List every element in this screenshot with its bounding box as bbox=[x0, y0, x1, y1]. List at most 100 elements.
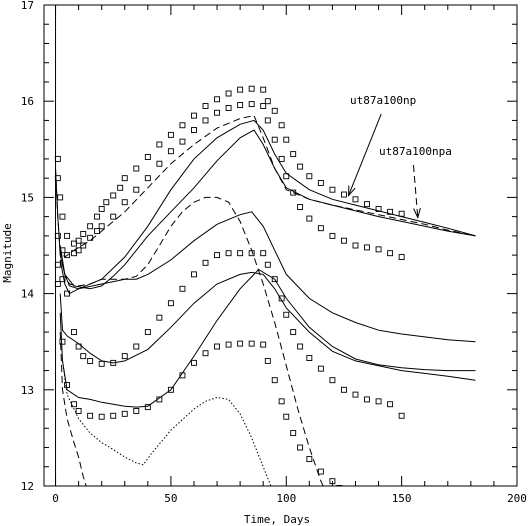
y-tick-label: 13 bbox=[21, 384, 34, 397]
data-point-2 bbox=[179, 138, 186, 145]
data-point-4 bbox=[75, 408, 82, 414]
data-point-3 bbox=[80, 353, 87, 360]
data-point-1 bbox=[375, 205, 382, 212]
data-point-2 bbox=[341, 237, 347, 244]
x-tick-label: 50 bbox=[164, 492, 177, 505]
data-point-1 bbox=[387, 208, 394, 215]
data-point-1 bbox=[64, 232, 71, 239]
data-point-3 bbox=[156, 314, 163, 321]
x-tick-label: 200 bbox=[507, 492, 527, 505]
series-line-6 bbox=[59, 271, 476, 381]
annotation-label-2: ut87a100npa bbox=[379, 145, 452, 158]
data-point-3 bbox=[290, 329, 297, 336]
data-point-1 bbox=[341, 191, 347, 198]
data-point-1 bbox=[306, 173, 313, 180]
y-axis-title: Magnitude bbox=[1, 223, 14, 283]
data-point-2 bbox=[329, 232, 336, 239]
data-point-1 bbox=[80, 231, 87, 237]
data-point-1 bbox=[248, 85, 255, 92]
data-point-2 bbox=[352, 242, 359, 249]
data-point-4 bbox=[121, 410, 128, 417]
data-point-2 bbox=[264, 117, 271, 124]
data-point-3 bbox=[191, 271, 197, 278]
data-point-4 bbox=[214, 343, 220, 350]
data-point-1 bbox=[133, 165, 140, 172]
data-point-3 bbox=[364, 396, 370, 403]
data-point-3 bbox=[237, 250, 244, 257]
data-point-2 bbox=[87, 234, 94, 241]
data-point-1 bbox=[260, 86, 267, 93]
data-point-4 bbox=[167, 386, 174, 393]
data-point-2 bbox=[398, 254, 405, 260]
annotation-arrowhead-1 bbox=[348, 185, 356, 197]
data-point-2 bbox=[144, 175, 151, 182]
y-tick-label: 14 bbox=[21, 288, 35, 301]
data-point-2 bbox=[271, 136, 278, 143]
tick-labels: 0 50 100 150 200 12 13 14 15 16 17 bbox=[21, 0, 527, 505]
data-point-3 bbox=[110, 359, 117, 366]
data-point-2 bbox=[191, 127, 197, 134]
data-point-3 bbox=[387, 401, 394, 408]
data-point-4 bbox=[64, 382, 71, 388]
data-point-1 bbox=[297, 163, 304, 170]
data-point-2 bbox=[59, 247, 66, 254]
x-tick-label: 100 bbox=[276, 492, 296, 505]
data-point-1 bbox=[264, 98, 271, 105]
data-point-4 bbox=[202, 350, 209, 357]
data-point-2 bbox=[214, 109, 220, 116]
data-point-1 bbox=[54, 175, 61, 182]
data-point-3 bbox=[179, 285, 186, 292]
data-point-4 bbox=[271, 377, 278, 384]
data-point-2 bbox=[54, 232, 61, 239]
series-line-4 bbox=[59, 196, 324, 486]
data-point-3 bbox=[297, 343, 304, 350]
data-point-2 bbox=[387, 250, 394, 257]
x-tick-label: 0 bbox=[52, 492, 59, 505]
data-point-3 bbox=[306, 355, 313, 362]
data-point-2 bbox=[364, 244, 370, 251]
data-markers bbox=[54, 85, 405, 486]
series-line-8 bbox=[59, 332, 87, 486]
annotations: ut87a100np ut87a100npa bbox=[348, 94, 452, 220]
data-point-3 bbox=[144, 329, 151, 336]
data-point-4 bbox=[144, 404, 151, 411]
series-line-5 bbox=[59, 211, 476, 343]
data-point-1 bbox=[103, 199, 110, 206]
data-point-1 bbox=[117, 184, 124, 191]
data-point-2 bbox=[94, 228, 101, 235]
data-point-1 bbox=[290, 151, 297, 158]
data-point-3 bbox=[202, 259, 209, 266]
data-point-1 bbox=[87, 223, 94, 230]
series-line-7 bbox=[59, 268, 476, 408]
y-tick-label: 15 bbox=[21, 191, 34, 204]
data-point-3 bbox=[283, 311, 290, 318]
data-point-1 bbox=[59, 213, 66, 220]
data-point-4 bbox=[156, 396, 163, 403]
y-tick-label: 12 bbox=[21, 480, 34, 493]
series-lines bbox=[55, 115, 476, 486]
data-point-4 bbox=[191, 359, 197, 366]
data-point-1 bbox=[191, 112, 197, 119]
data-point-1 bbox=[364, 201, 370, 208]
data-point-3 bbox=[329, 377, 336, 384]
data-point-1 bbox=[352, 196, 359, 203]
x-tick-label: 150 bbox=[392, 492, 412, 505]
data-point-2 bbox=[317, 225, 324, 232]
data-point-3 bbox=[341, 386, 347, 393]
data-point-3 bbox=[75, 343, 82, 350]
data-point-2 bbox=[297, 204, 304, 210]
x-axis-title: Time, Days bbox=[244, 513, 310, 526]
data-point-4 bbox=[54, 281, 61, 287]
data-point-4 bbox=[248, 340, 255, 347]
data-point-2 bbox=[278, 155, 285, 162]
data-point-2 bbox=[64, 252, 71, 259]
data-point-4 bbox=[237, 340, 244, 347]
data-point-2 bbox=[260, 103, 267, 109]
data-point-2 bbox=[248, 101, 255, 108]
data-point-3 bbox=[317, 365, 324, 372]
annotation-arrowhead-2 bbox=[413, 207, 421, 220]
data-point-3 bbox=[64, 290, 71, 297]
series-line-2 bbox=[55, 115, 476, 258]
annotation-label-1: ut87a100np bbox=[350, 94, 416, 107]
